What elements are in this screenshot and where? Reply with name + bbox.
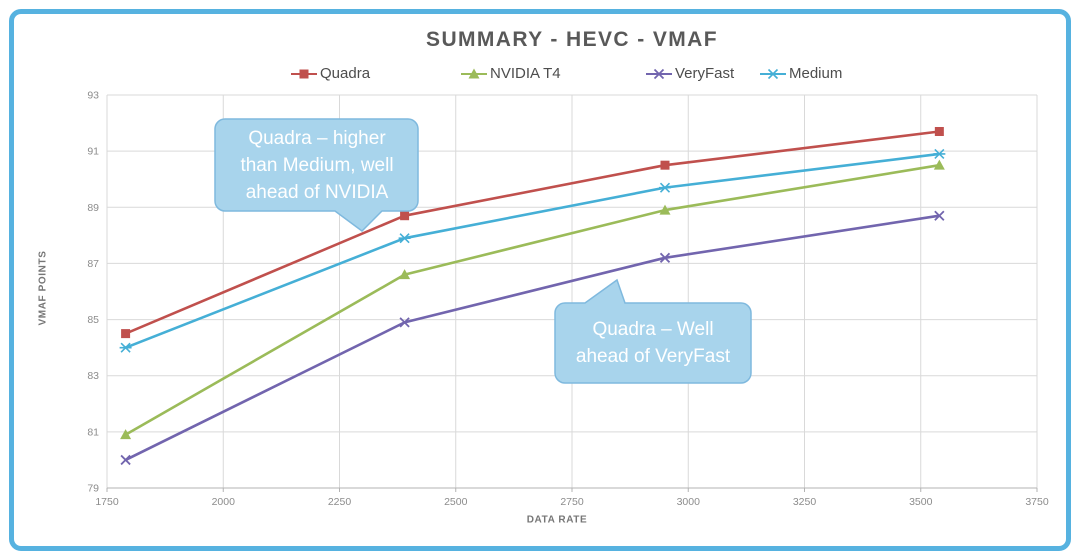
y-tick-label: 83: [87, 370, 99, 382]
veryfast-series-marker-icon: [646, 67, 672, 80]
callout-quadra-vs-medium-nvidia: Quadra – higher than Medium, well ahead …: [214, 118, 419, 233]
callout-line: Quadra – higher: [248, 127, 386, 149]
legend-item-medium: Medium: [760, 63, 842, 83]
callout-quadra-vs-veryfast: Quadra – Well ahead of VeryFast: [554, 270, 752, 384]
series-line-medium: [125, 152, 940, 349]
y-tick-label: 89: [87, 202, 99, 214]
x-tick-label: 2250: [328, 496, 352, 508]
triangle-marker-icon: [120, 429, 132, 440]
triangle-marker-icon: [399, 269, 411, 280]
y-axis-title: VMAF POINTS: [37, 250, 49, 326]
y-tick-label: 93: [87, 90, 99, 102]
series-line-quadra: [125, 130, 940, 335]
quadra-series-marker-icon: [291, 67, 317, 79]
legend-label: NVIDIA T4: [490, 64, 561, 82]
y-tick-label: 79: [87, 483, 99, 495]
x-tick-label: 2500: [444, 496, 468, 508]
x-tick-label: 3000: [677, 496, 701, 508]
y-tick-label: 91: [87, 146, 99, 158]
square-marker-icon: [121, 329, 131, 339]
square-marker-icon: [299, 69, 309, 79]
x-marker-icon: [934, 210, 945, 221]
square-marker-icon: [400, 211, 410, 221]
callout-line: ahead of NVIDIA: [245, 181, 389, 203]
legend-marker-glyph: [291, 69, 317, 79]
medium-series-marker-icon: [760, 67, 786, 80]
x-tick-label: 2000: [212, 496, 236, 508]
x-tick-label: 2750: [560, 496, 584, 508]
chart-title: SUMMARY - HEVC - VMAF: [426, 28, 718, 51]
y-tick-label: 85: [87, 314, 99, 326]
callout-line: Quadra – Well: [592, 319, 714, 340]
triangle-marker-icon: [468, 68, 480, 79]
triangle-marker-icon: [933, 159, 945, 170]
legend-label: Medium: [789, 64, 843, 82]
legend-marker-glyph: [646, 68, 672, 80]
legend-item-nvidia-t4: NVIDIA T4: [461, 63, 561, 83]
x-tick-label: 1750: [95, 496, 119, 508]
square-marker-icon: [660, 160, 670, 170]
square-marker-icon: [934, 126, 944, 136]
x-marker-icon: [120, 454, 131, 466]
legend-item-quadra: Quadra: [291, 63, 370, 83]
x-tick-label: 3250: [793, 496, 817, 508]
x-marker-icon: [399, 317, 410, 328]
callout-line: than Medium, well: [240, 154, 394, 176]
callout-bubble-shape: [554, 278, 752, 384]
asterisk-marker-icon: [933, 148, 946, 160]
legend-item-veryfast: VeryFast: [646, 63, 734, 83]
nvidia-series-marker-icon: [461, 67, 487, 79]
asterisk-marker-icon: [659, 182, 671, 193]
x-tick-label: 3750: [1025, 496, 1049, 508]
callout-text: Quadra – higher than Medium, well ahead …: [215, 119, 419, 211]
series-line-nvidia-t4: [124, 163, 940, 436]
series-line-veryfast: [125, 214, 940, 462]
legend-label: VeryFast: [675, 64, 735, 82]
y-tick-label: 81: [87, 426, 99, 438]
callout-line: ahead of VeryFast: [575, 346, 731, 367]
asterisk-marker-icon: [398, 233, 411, 244]
legend-marker-glyph: [461, 68, 487, 79]
legend: Quadra NVIDIA T4 VeryFast Medium: [0, 63, 1080, 83]
callout-bubble-shape: [214, 118, 419, 232]
x-tick-label: 3500: [909, 496, 933, 508]
callout-text: Quadra – Well ahead of VeryFast: [555, 303, 751, 383]
triangle-marker-icon: [659, 204, 671, 215]
legend-marker-glyph: [760, 68, 786, 80]
asterisk-marker-icon: [119, 342, 132, 353]
x-marker-icon: [653, 68, 665, 80]
x-marker-icon: [659, 252, 671, 263]
x-axis-title: DATA RATE: [526, 514, 588, 526]
asterisk-marker-icon: [767, 68, 779, 80]
legend-label: Quadra: [320, 64, 371, 82]
y-tick-label: 87: [87, 258, 99, 270]
